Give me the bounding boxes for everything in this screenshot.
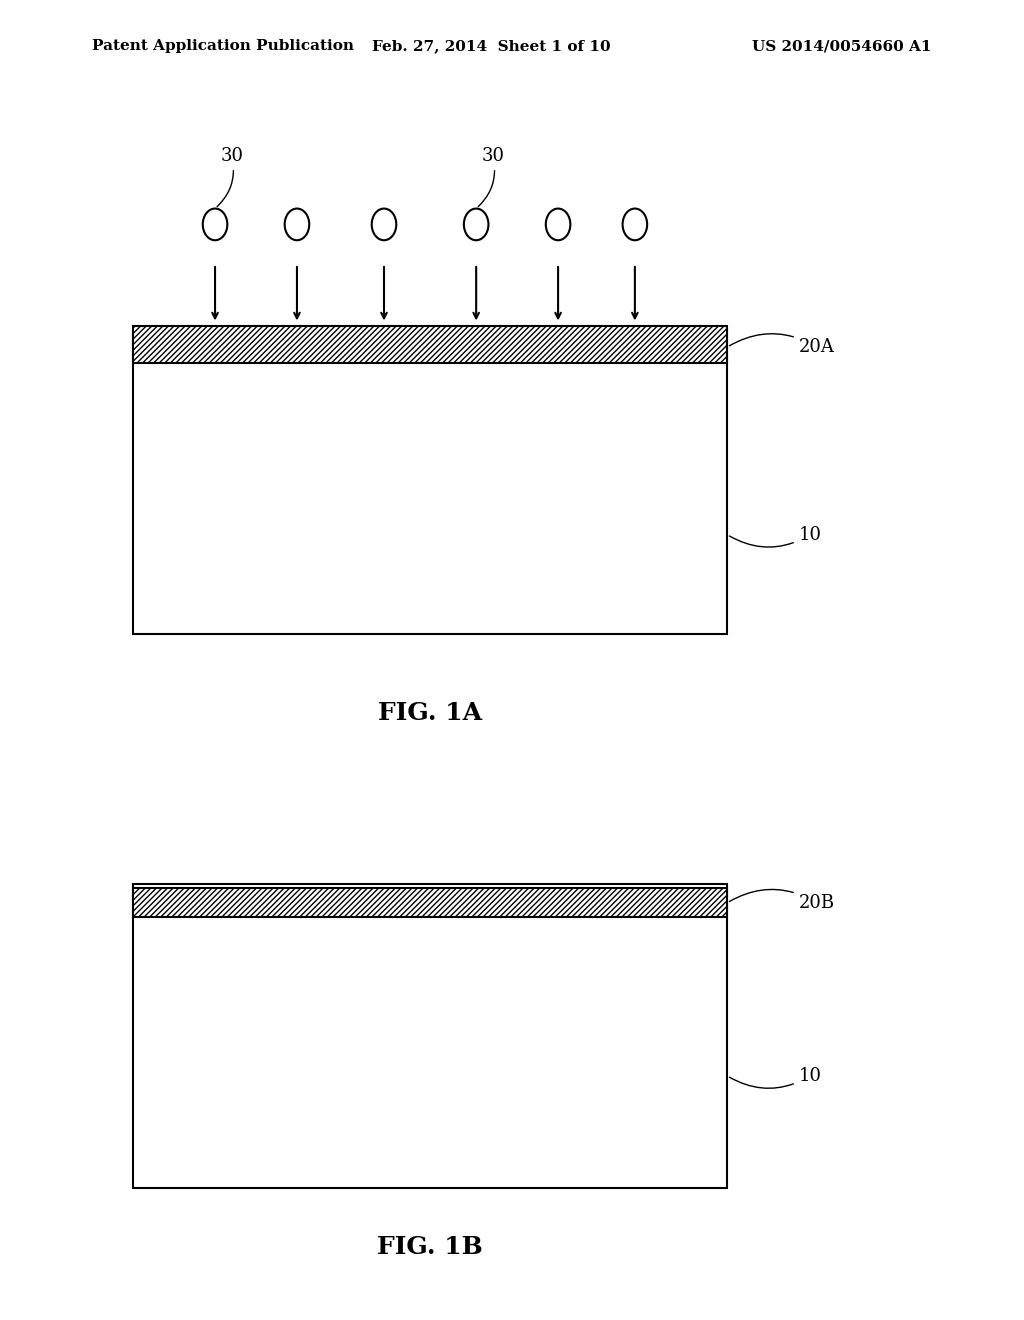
FancyBboxPatch shape: [133, 884, 727, 1188]
Text: US 2014/0054660 A1: US 2014/0054660 A1: [753, 40, 932, 53]
Text: 20A: 20A: [729, 334, 835, 356]
Text: 30: 30: [217, 147, 243, 207]
Text: 10: 10: [729, 1067, 821, 1088]
Text: FIG. 1B: FIG. 1B: [377, 1236, 483, 1259]
Text: Feb. 27, 2014  Sheet 1 of 10: Feb. 27, 2014 Sheet 1 of 10: [372, 40, 611, 53]
FancyBboxPatch shape: [133, 330, 727, 634]
Text: 30: 30: [478, 147, 504, 207]
Text: Patent Application Publication: Patent Application Publication: [92, 40, 354, 53]
Text: FIG. 1A: FIG. 1A: [378, 701, 482, 725]
Text: 20B: 20B: [729, 890, 835, 912]
FancyBboxPatch shape: [133, 888, 727, 917]
Text: 10: 10: [729, 525, 821, 546]
FancyBboxPatch shape: [133, 326, 727, 363]
